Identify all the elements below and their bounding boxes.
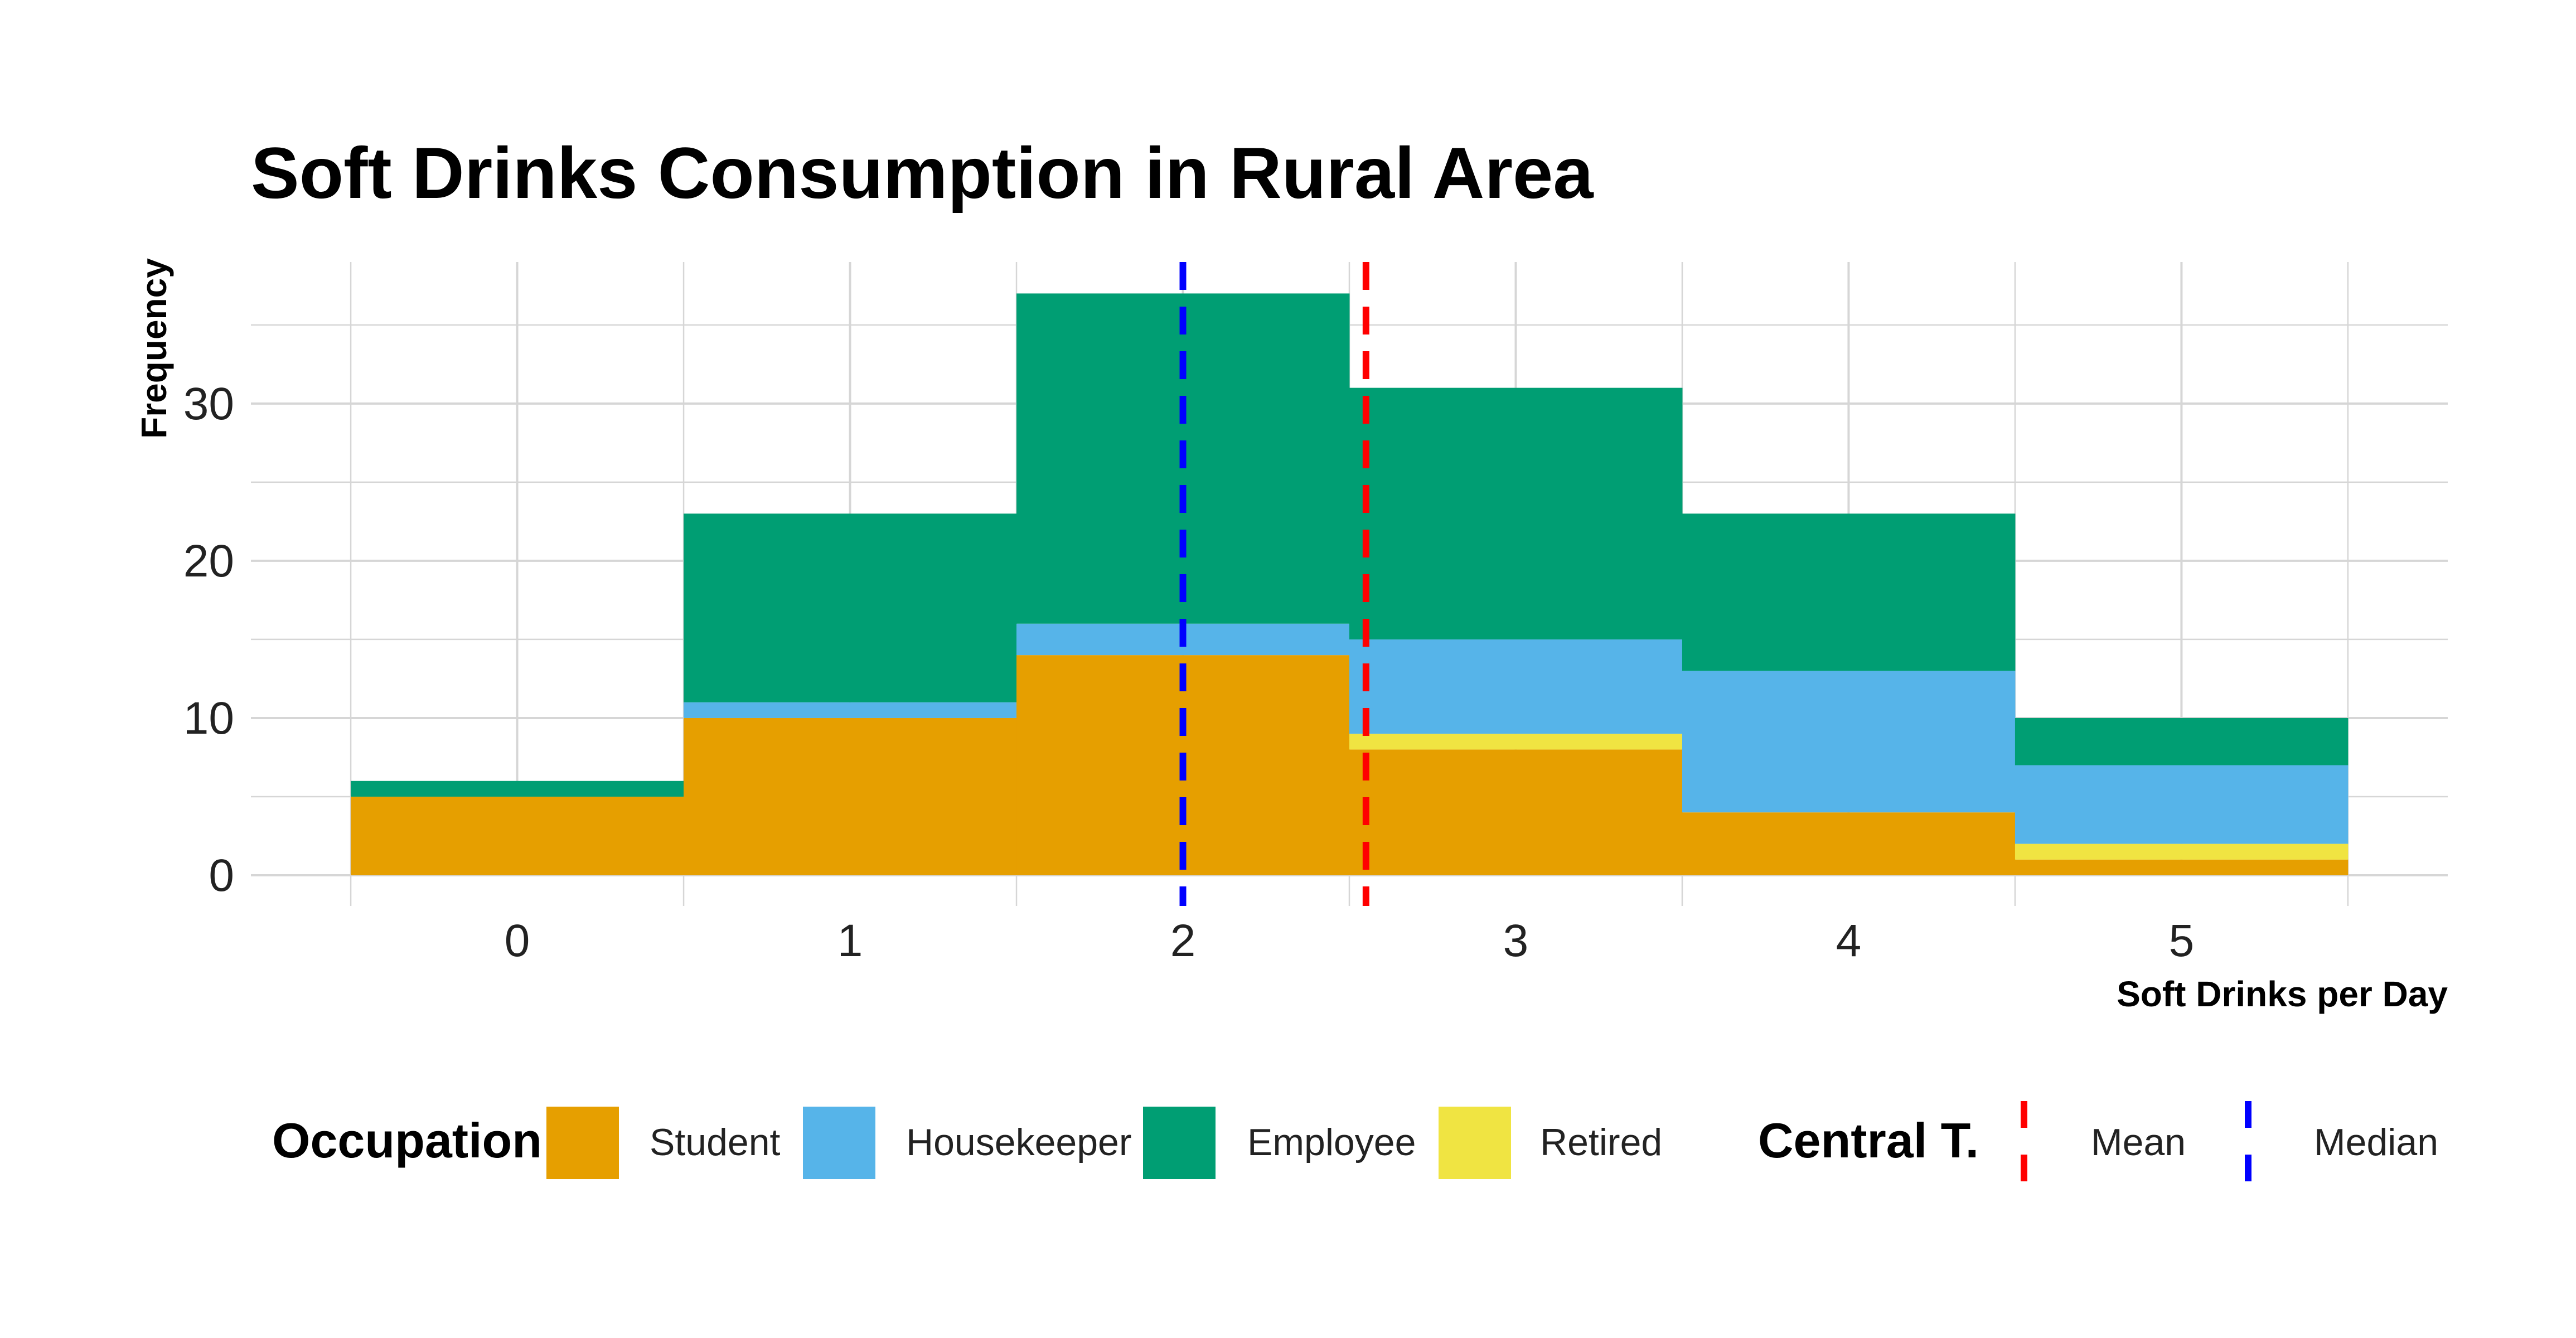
legend-swatch-employee xyxy=(1143,1107,1216,1179)
bar-student-1 xyxy=(684,718,1017,875)
bar-retired-3 xyxy=(1349,734,1683,750)
legend-label-employee: Employee xyxy=(1247,1121,1416,1164)
y-tick-label: 30 xyxy=(183,379,234,429)
legend-label-student: Student xyxy=(650,1121,781,1164)
y-tick-label: 10 xyxy=(183,693,234,744)
legend-swatch-student xyxy=(546,1107,619,1179)
axis-ticks: 0 10 20 30 0 1 2 3 4 5 xyxy=(183,379,2194,966)
bar-student-5 xyxy=(2015,859,2349,875)
legend-label-mean: Mean xyxy=(2091,1121,2186,1164)
legend: Occupation Central T. Student Housekeeper… xyxy=(272,1101,2438,1185)
legend-swatch-housekeeper xyxy=(803,1107,875,1179)
bar-employee-3 xyxy=(1349,387,1683,639)
bar-employee-1 xyxy=(684,513,1017,702)
bar-housekeeper-5 xyxy=(2015,765,2349,844)
x-tick-label: 2 xyxy=(1170,915,1196,966)
legend-title-occupation: Occupation xyxy=(272,1113,542,1168)
bar-employee-0 xyxy=(351,780,684,797)
x-tick-label: 4 xyxy=(1836,915,1862,966)
y-tick-label: 20 xyxy=(183,536,234,586)
x-axis-title: Soft Drinks per Day xyxy=(2117,974,2448,1014)
y-tick-label: 0 xyxy=(209,850,234,901)
x-tick-label: 0 xyxy=(505,915,530,966)
bar-student-4 xyxy=(1682,812,2016,875)
bar-retired-5 xyxy=(2015,843,2349,860)
reference-lines xyxy=(1179,262,1369,906)
bar-employee-4 xyxy=(1682,513,2016,671)
legend-label-housekeeper: Housekeeper xyxy=(906,1121,1131,1164)
legend-label-median: Median xyxy=(2314,1121,2438,1164)
chart-title: Soft Drinks Consumption in Rural Area xyxy=(251,132,1594,214)
bar-housekeeper-3 xyxy=(1349,639,1683,734)
bar-employee-5 xyxy=(2015,718,2349,765)
bars xyxy=(351,293,2349,875)
y-axis-title: Frequency xyxy=(134,258,174,439)
x-tick-label: 1 xyxy=(837,915,863,966)
x-tick-label: 3 xyxy=(1503,915,1529,966)
x-tick-label: 5 xyxy=(2169,915,2195,966)
bar-housekeeper-4 xyxy=(1682,671,2016,813)
bar-housekeeper-1 xyxy=(684,702,1017,718)
legend-title-central-tendency: Central T. xyxy=(1758,1113,1979,1168)
legend-label-retired: Retired xyxy=(1540,1121,1662,1164)
legend-swatch-retired xyxy=(1439,1107,1511,1179)
bar-student-3 xyxy=(1349,749,1683,875)
bar-student-0 xyxy=(351,796,684,875)
